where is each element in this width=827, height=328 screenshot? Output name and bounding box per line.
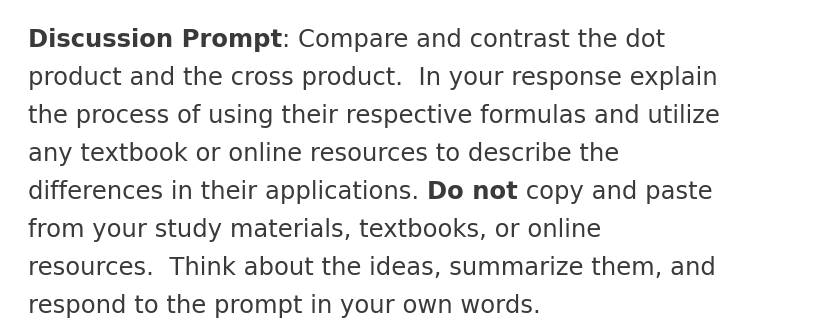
Text: any textbook or online resources to describe the: any textbook or online resources to desc… — [28, 142, 619, 166]
Text: from your study materials, textbooks, or online: from your study materials, textbooks, or… — [28, 218, 601, 242]
Text: differences in their applications.: differences in their applications. — [28, 180, 427, 204]
Text: : Compare and contrast the dot: : Compare and contrast the dot — [282, 28, 665, 52]
Text: Discussion Prompt: Discussion Prompt — [28, 28, 282, 52]
Text: the process of using their respective formulas and utilize: the process of using their respective fo… — [28, 104, 719, 128]
Text: Do not: Do not — [427, 180, 518, 204]
Text: respond to the prompt in your own words.: respond to the prompt in your own words. — [28, 294, 541, 318]
Text: copy and paste: copy and paste — [518, 180, 712, 204]
Text: resources.  Think about the ideas, summarize them, and: resources. Think about the ideas, summar… — [28, 256, 716, 280]
Text: product and the cross product.  In your response explain: product and the cross product. In your r… — [28, 66, 718, 90]
